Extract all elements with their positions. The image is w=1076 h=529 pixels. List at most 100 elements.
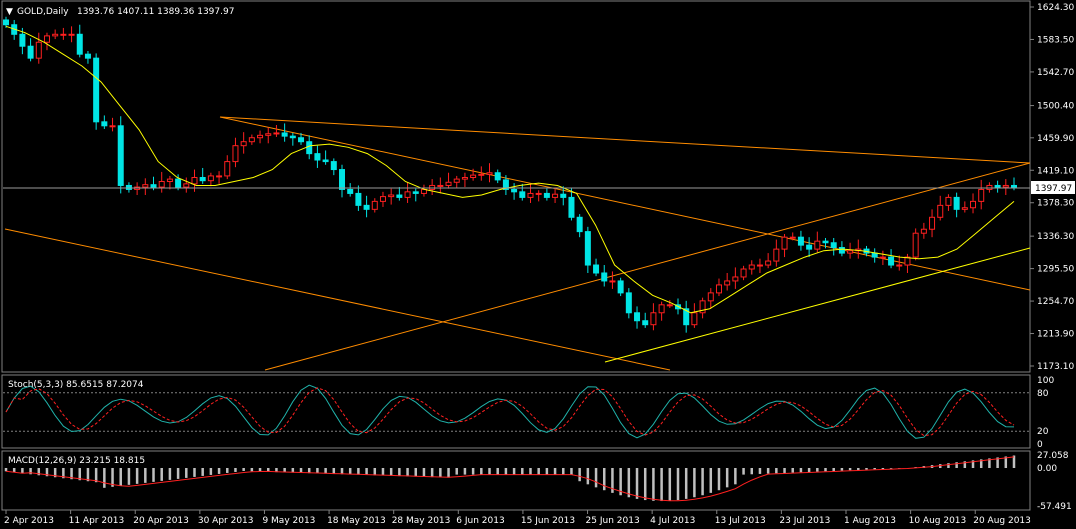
current-price-tag [1031,181,1075,194]
candle-body [912,232,919,258]
macd-label: MACD(12,26,9) 23.215 18.815 [8,456,145,466]
candle-body [84,53,91,59]
candle-body [257,134,264,139]
candle-body [945,196,952,206]
candle-body [453,178,460,183]
stoch-tick-label: 0 [1037,440,1043,450]
candle-body [904,256,911,266]
time-tick-label: 28 May 2013 [392,516,451,526]
candle-body [593,264,600,274]
symbol-menu-icon[interactable]: ▼ [6,7,13,17]
candle-body [412,191,419,194]
price-tick-label: 1624.30 [1037,3,1074,13]
candle-body [461,177,468,180]
trendline [4,228,671,371]
time-tick-label: 2 Apr 2013 [4,516,54,526]
candle-body [93,57,100,123]
stoch-tick-label: 20 [1037,427,1049,437]
candle-body [314,153,321,161]
candle-body [191,177,198,185]
macd-panel[interactable] [1,450,1031,511]
time-tick-label: 10 Aug 2013 [909,516,967,526]
candle-body [101,121,108,127]
candlesticks [3,16,1017,333]
candle-body [527,192,534,198]
time-axis: 2 Apr 2013 11 Apr 2013 20 Apr 2013 30 Apr 2… [4,510,1031,526]
trendline [219,116,1031,164]
candle-body [437,184,444,187]
candle-body [658,304,665,314]
candle-body [289,135,296,139]
candle-body [76,33,83,55]
trendline [264,162,1031,371]
candle-body [445,181,452,186]
price-tick-label: 1459.90 [1037,134,1074,144]
candle-body [339,169,345,190]
candle-body [994,184,1001,188]
candle-body [838,247,845,254]
candle-body [158,180,165,188]
stoch-label: Stoch(5,3,3) 85.6515 87.2074 [8,380,144,390]
candle-body [248,137,255,143]
candle-body [494,172,501,181]
candle-body [552,193,559,198]
time-tick-label: 9 May 2013 [262,516,315,526]
time-tick-label: 20 Aug 2013 [973,516,1031,526]
candle-body [683,308,690,326]
candle-body [478,173,485,176]
candle-body [224,161,231,177]
candle-body [363,204,370,210]
candle-body [43,35,50,43]
candle-body [617,280,624,294]
candle-body [953,196,960,210]
candle-body [568,196,575,218]
candle-body [724,280,731,286]
candle-body [519,191,526,198]
candle-body [52,33,59,37]
candle-body [871,252,878,258]
candle-body [355,192,362,206]
candle-body [560,193,567,198]
candle-body [822,240,829,244]
candle-body [765,260,772,266]
candle-body [273,132,280,135]
time-tick-label: 15 Jun 2013 [521,516,575,526]
candle-body [929,216,936,230]
candle-body [543,192,550,198]
candle-body [142,184,149,188]
candle-body [470,174,477,179]
macd-axis: 27.058 0.00 -57.491 [1037,451,1072,512]
candle-body [347,188,354,194]
candle-body [879,256,886,259]
macd-tick-label: 0.00 [1037,464,1057,474]
candle-body [584,231,591,266]
candle-body [888,256,895,266]
macd-signal-line [5,456,1015,502]
stoch-panel[interactable] [1,374,1031,449]
stoch-tick-label: 100 [1037,376,1054,386]
price-tick-label: 1295.50 [1037,265,1074,275]
candle-body [330,161,337,171]
candle-body [806,244,813,250]
candle-body [183,183,190,188]
candle-body [281,132,288,137]
candle-body [937,204,944,218]
candle-body [970,200,977,209]
candle-body [732,276,739,282]
candle-body [207,175,214,182]
price-axis: 1624.30 1583.50 1542.70 1500.40 1459.90 1419.… [1030,3,1074,372]
time-tick-label: 4 Jul 2013 [650,516,695,526]
candle-body [756,264,763,267]
macd-histogram [4,455,1016,502]
candle-body [265,133,272,136]
macd-tick-label: 27.058 [1037,451,1069,461]
candle-body [404,191,411,198]
candle-body [535,192,542,195]
candle-body [748,264,755,270]
candle-body [978,188,985,202]
candle-body [740,268,747,278]
candle-body [650,312,657,326]
candle-body [322,159,329,163]
candle-body [166,178,173,182]
trendline [604,247,1031,363]
